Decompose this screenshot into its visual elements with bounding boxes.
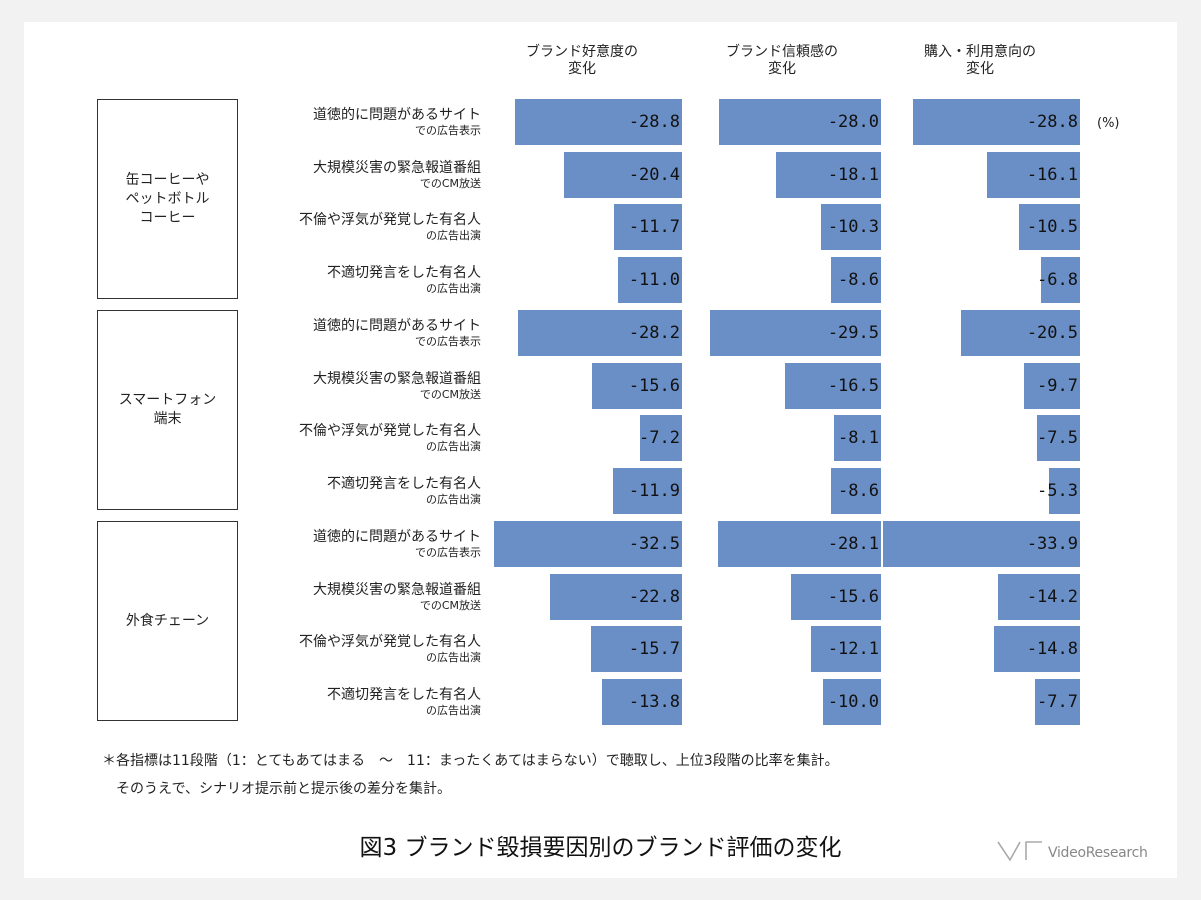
bar [591,362,682,409]
bar [821,204,881,251]
bar [718,99,881,145]
bar-value-label: -28.8 [1026,112,1078,132]
bar-value-label: -22.8 [628,586,680,607]
bar [1035,679,1080,726]
bar [1023,362,1080,409]
bar [1019,204,1080,251]
unit-label: (%) [1097,116,1120,131]
bar-value-label: -11.7 [628,217,680,238]
row-label: 道徳的に問題があるサイト での広告表示 [313,529,481,559]
bar [709,310,881,356]
note-line-2: そのうえで、シナリオ提示前と提示後の差分を集計。 [102,781,452,797]
figure-caption: 図3 ブランド毀損要因別のブランド評価の変化 [359,835,842,861]
bar-value-label: -10.5 [1026,217,1078,238]
bar [590,626,682,673]
bar-value-label: -7.2 [639,428,680,449]
row-label: 大規模災害の緊急報道番組 でのCM放送 [313,581,481,612]
row-label: 不適切発言をした有名人 の広告出演 [327,687,481,718]
bar [514,99,682,145]
bar-value-label: -33.9 [1026,534,1078,554]
group-label-3: 外食チェーン [97,521,238,721]
bar-value-label: -6.8 [1037,270,1078,291]
bar [640,415,682,462]
bar-value-label: -29.5 [827,323,879,343]
bar [810,626,881,673]
bar-value-label: -20.4 [628,164,680,185]
bar [776,151,881,198]
row-label: 不倫や浮気が発覚した有名人 の広告出演 [299,423,481,454]
bar [883,521,1080,567]
bar-value-label: -13.8 [628,692,680,713]
bar [823,679,881,726]
bar [994,626,1080,673]
column-header-1: ブランド好意度の 変化 [526,44,638,77]
bar-value-label: -15.6 [628,375,680,396]
bar [601,679,682,726]
bar [563,151,682,198]
bar-value-label: -9.7 [1037,375,1078,396]
bar [493,521,682,567]
row-label: 不適切発言をした有名人 の広告出演 [327,265,481,296]
bar [834,415,881,462]
bar-value-label: -10.0 [827,692,879,713]
bar [614,204,682,251]
bar-value-label: -5.3 [1037,481,1078,502]
bar-value-label: -32.5 [628,534,680,554]
bar-value-label: -8.1 [838,428,879,449]
bar-value-label: -8.6 [838,270,879,291]
row-label: 道徳的に問題があるサイト での広告表示 [313,107,481,137]
bar [1036,415,1080,462]
row-label: 不適切発言をした有名人 の広告出演 [327,476,481,507]
bar-value-label: -16.1 [1026,164,1078,185]
bar [1049,468,1080,515]
bar-value-label: -18.1 [827,164,879,185]
bar [618,257,682,304]
bar [986,151,1080,198]
bar [790,573,881,620]
row-label: 不倫や浮気が発覚した有名人 の広告出演 [299,212,481,243]
logo-text: VideoResearch [1048,845,1148,861]
bar-value-label: -12.1 [827,639,879,660]
bar [831,257,881,304]
bar [518,310,682,356]
bar-value-label: -20.5 [1026,323,1078,343]
videoresearch-logo-icon [997,841,1042,862]
group-label-2: スマートフォン 端末 [97,310,238,510]
group-label-1: 缶コーヒーや ペットボトル コーヒー [97,99,238,299]
row-label: 大規模災害の緊急報道番組 でのCM放送 [313,370,481,401]
bar-value-label: -7.5 [1037,428,1078,449]
bar [912,99,1080,145]
row-label: 不倫や浮気が発覚した有名人 の広告出演 [299,634,481,665]
bar-value-label: -11.0 [628,270,680,291]
bar-value-label: -14.8 [1026,639,1078,660]
column-header-2: ブランド信頼感の 変化 [726,44,838,77]
bar-value-label: -28.2 [628,323,680,343]
bar [961,310,1080,356]
bar-value-label: -11.9 [628,481,680,502]
row-label: 道徳的に問題があるサイト での広告表示 [313,318,481,348]
bar-value-label: -14.2 [1026,586,1078,607]
bar-value-label: -16.5 [827,375,879,396]
note-line-1: ＊各指標は11段階（1：とてもあてはまる ～ 11：まったくあてはまらない）で聴… [102,753,839,769]
bar-value-label: -28.1 [827,534,879,554]
column-header-3: 購入・利用意向の 変化 [924,44,1036,77]
bar-value-label: -10.3 [827,217,879,238]
bar [612,468,682,515]
bar-value-label: -8.6 [838,481,879,502]
bar [549,573,682,620]
bar-value-label: -28.0 [827,112,879,132]
bar-value-label: -7.7 [1037,692,1078,713]
bar [831,468,881,515]
bar-value-label: -28.8 [628,112,680,132]
bar-value-label: -15.6 [827,586,879,607]
bar [785,362,881,409]
bar [997,573,1080,620]
bar-value-label: -15.7 [628,639,680,660]
bar [718,521,881,567]
bar [1040,257,1080,304]
row-label: 大規模災害の緊急報道番組 でのCM放送 [313,159,481,190]
